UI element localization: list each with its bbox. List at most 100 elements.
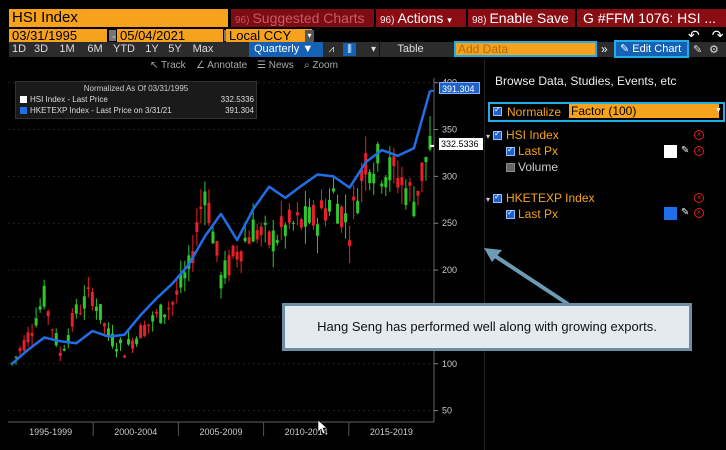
legend-item: HKETEXP Index - Last Price on 3/31/21 39… — [18, 106, 254, 116]
candle-chart-icon[interactable]: ⫼ — [343, 43, 356, 56]
period-3d[interactable]: 3D — [33, 43, 49, 55]
remove-icon[interactable]: × — [694, 193, 704, 203]
candle-body — [171, 302, 175, 305]
period-5y[interactable]: 5Y — [168, 43, 182, 55]
price-chart[interactable]: 501001502002503003504001995-19992000-200… — [0, 72, 480, 438]
remove-icon[interactable]: × — [694, 208, 704, 218]
y-tick-label: 350 — [442, 125, 457, 135]
security-field[interactable]: HSI Index — [9, 9, 228, 27]
color-swatch[interactable] — [664, 207, 677, 220]
candle-body — [340, 206, 344, 228]
chevron-down-icon[interactable]: ▾ — [305, 30, 314, 42]
candle-body — [50, 329, 54, 331]
hsi-lastpx-checkbox[interactable] — [506, 145, 515, 156]
title-bar: HSI Index 96) Suggested Charts 96) Actions… — [0, 0, 726, 28]
candle-body — [223, 260, 227, 279]
candle-body — [392, 156, 396, 167]
candle-body — [30, 333, 34, 336]
annotation-callout[interactable]: Hang Seng has performed well along with … — [282, 303, 692, 351]
frequency-select[interactable]: Quarterly ▼ — [249, 42, 323, 57]
candle-body — [352, 196, 356, 201]
edit-icon[interactable]: ✎ — [693, 44, 703, 56]
color-swatch[interactable] — [664, 145, 677, 158]
candle-body — [303, 206, 307, 227]
period-1y[interactable]: 1Y — [145, 43, 159, 55]
candle-body — [311, 204, 315, 226]
period-max[interactable]: Max — [192, 43, 214, 55]
candle-body — [86, 287, 90, 290]
actions-menu[interactable]: 96) Actions ▾ — [376, 9, 466, 27]
factor-select[interactable]: Factor (100) — [569, 104, 719, 118]
collapse-icon[interactable]: ▾ — [486, 195, 491, 204]
period-ytd[interactable]: YTD — [113, 43, 135, 55]
actions-code: 96) — [380, 15, 395, 26]
candle-body — [38, 306, 42, 310]
candle-body — [26, 332, 30, 343]
candle-body — [102, 323, 106, 327]
candle-body — [175, 290, 179, 295]
end-date-field[interactable]: 05/04/2021 — [117, 29, 223, 43]
candle-body — [319, 200, 323, 209]
candle-body — [231, 245, 235, 257]
candle-body — [18, 348, 22, 352]
hsi-volume-checkbox[interactable] — [506, 163, 515, 172]
x-tick-label: 2000-2004 — [114, 427, 157, 437]
pencil-icon[interactable]: ✎ — [681, 145, 690, 156]
double-chevron-icon[interactable]: » — [601, 42, 608, 56]
candle-body — [283, 224, 287, 237]
line-chart-icon[interactable]: ⩘ — [328, 44, 335, 55]
normalize-checkbox[interactable] — [493, 105, 502, 116]
candle-body — [328, 200, 332, 212]
candle-body — [235, 251, 239, 260]
suggested-charts-button[interactable]: 96) Suggested Charts — [231, 9, 374, 27]
candle-body — [66, 335, 70, 343]
zoom-tool[interactable]: ⌕ Zoom — [304, 59, 338, 72]
remove-icon[interactable]: × — [694, 130, 704, 140]
period-6m[interactable]: 6M — [87, 43, 103, 55]
annotate-tool[interactable]: ∠ Annotate — [196, 59, 247, 72]
enable-save-button[interactable]: 98) Enable Save — [468, 9, 575, 27]
collapse-icon[interactable]: ▾ — [486, 132, 491, 141]
add-data-input[interactable]: Add Data — [454, 41, 597, 57]
candle-body — [428, 135, 432, 150]
chevron-down-icon[interactable]: ▼ — [715, 107, 722, 114]
candle-body — [344, 213, 348, 223]
start-date-field[interactable]: 03/31/1995 — [9, 29, 107, 43]
hketexp-checkbox[interactable] — [493, 192, 502, 203]
calendar-icon[interactable] — [109, 30, 116, 41]
hsi-section-title: HSI Index — [506, 128, 559, 142]
candle-body — [106, 328, 110, 337]
candle-body — [78, 313, 82, 315]
normalize-label: Normalize — [507, 105, 562, 119]
chevron-down-icon: ▾ — [447, 15, 452, 25]
undo-icon[interactable]: ↶ — [688, 27, 700, 43]
table-button[interactable]: Table — [379, 42, 441, 57]
track-tool[interactable]: ↖ Track — [150, 59, 186, 72]
legend-swatch — [20, 107, 27, 114]
edit-chart-button[interactable]: ✎ Edit Chart — [614, 40, 689, 58]
candle-body — [159, 304, 163, 324]
y-tick-label: 200 — [442, 265, 457, 275]
chevron-down-icon[interactable]: ▾ — [370, 44, 377, 55]
candle-body — [315, 224, 319, 236]
hketexp-lastpx-checkbox[interactable] — [506, 208, 515, 219]
period-1m[interactable]: 1M — [59, 43, 75, 55]
news-tool[interactable]: ☰ News — [257, 59, 294, 72]
gear-icon[interactable]: ⚙ — [709, 44, 719, 56]
remove-icon[interactable]: × — [694, 146, 704, 156]
currency-field[interactable]: Local CCY — [226, 29, 312, 43]
suggested-charts-label: Suggested Charts — [252, 10, 365, 26]
pencil-icon[interactable]: ✎ — [681, 207, 690, 218]
redo-icon[interactable]: ↷ — [711, 27, 724, 43]
y-tick-label: 100 — [442, 359, 457, 369]
browse-data-link[interactable]: Browse Data, Studies, Events, etc — [495, 74, 677, 88]
candle-body — [287, 209, 291, 223]
candle-body — [263, 222, 267, 225]
candle-body — [155, 312, 159, 314]
candle-body — [259, 226, 263, 236]
candle-body — [34, 318, 38, 326]
hsi-checkbox[interactable] — [493, 129, 502, 140]
x-tick-label: 2015-2019 — [370, 427, 413, 437]
candle-body — [211, 231, 215, 244]
period-1d[interactable]: 1D — [11, 43, 27, 55]
